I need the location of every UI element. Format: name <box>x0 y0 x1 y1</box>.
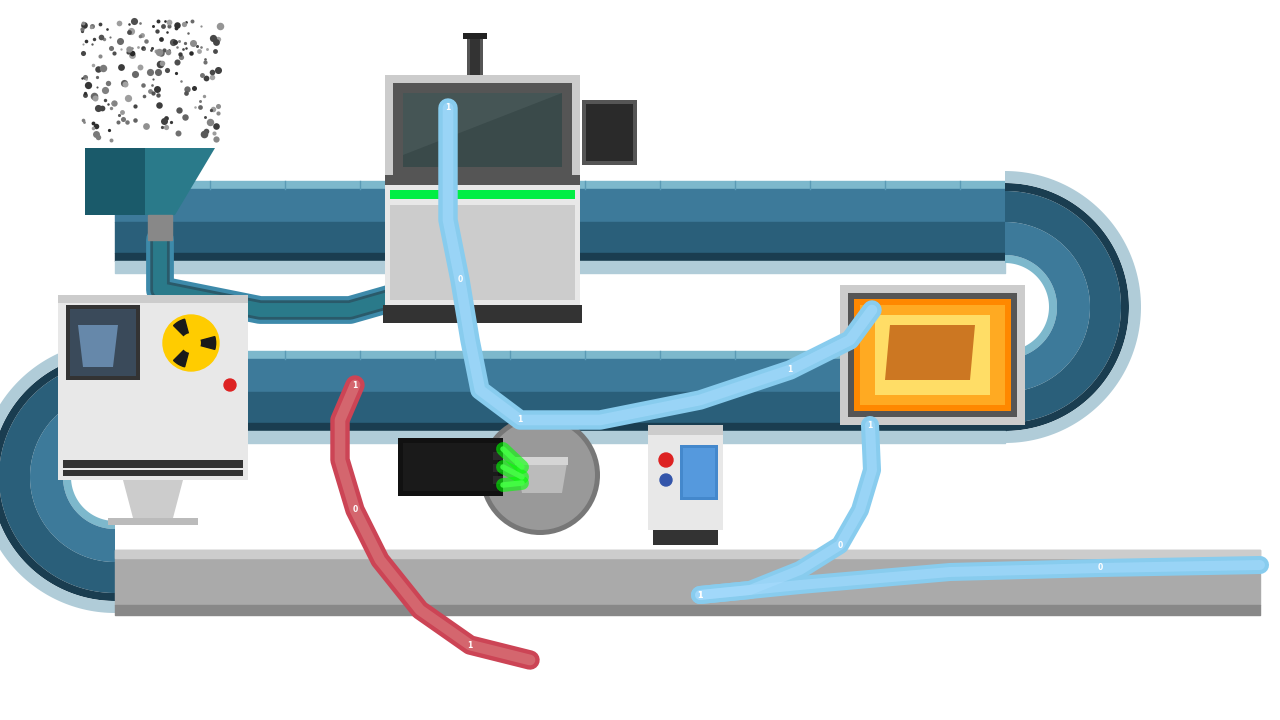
Polygon shape <box>148 215 172 240</box>
Circle shape <box>186 338 197 348</box>
Polygon shape <box>0 361 115 593</box>
Circle shape <box>525 460 556 490</box>
Circle shape <box>660 474 672 486</box>
Polygon shape <box>493 464 503 472</box>
Polygon shape <box>493 476 503 484</box>
Polygon shape <box>70 309 136 376</box>
Circle shape <box>224 379 236 391</box>
Polygon shape <box>470 39 480 75</box>
Text: 0: 0 <box>837 541 842 549</box>
Polygon shape <box>463 33 486 39</box>
Polygon shape <box>385 75 580 175</box>
Polygon shape <box>586 104 634 161</box>
Polygon shape <box>1005 171 1140 443</box>
Circle shape <box>485 420 595 530</box>
Polygon shape <box>84 148 215 215</box>
Polygon shape <box>63 460 243 468</box>
Polygon shape <box>860 305 1005 405</box>
Text: 1: 1 <box>698 590 703 600</box>
Polygon shape <box>58 295 248 480</box>
Polygon shape <box>29 392 115 562</box>
Polygon shape <box>1005 183 1129 431</box>
Polygon shape <box>884 325 975 380</box>
Polygon shape <box>393 83 572 175</box>
Polygon shape <box>684 448 716 497</box>
Polygon shape <box>58 295 248 303</box>
Text: 1: 1 <box>868 420 873 430</box>
Polygon shape <box>84 148 145 215</box>
Wedge shape <box>174 319 188 336</box>
Polygon shape <box>1005 222 1091 392</box>
Polygon shape <box>515 457 568 465</box>
Circle shape <box>163 315 219 371</box>
Circle shape <box>659 453 673 467</box>
Text: 1: 1 <box>445 104 451 112</box>
Polygon shape <box>63 470 243 476</box>
Polygon shape <box>0 341 115 613</box>
Polygon shape <box>648 425 723 530</box>
Text: 1: 1 <box>467 641 472 649</box>
Polygon shape <box>383 305 582 323</box>
Text: 0: 0 <box>457 276 462 284</box>
Polygon shape <box>653 530 718 545</box>
Polygon shape <box>493 452 503 460</box>
Wedge shape <box>201 337 215 349</box>
Polygon shape <box>385 199 580 305</box>
Polygon shape <box>0 353 115 601</box>
Polygon shape <box>78 325 118 367</box>
Polygon shape <box>385 175 580 305</box>
Circle shape <box>480 415 600 535</box>
Text: 0: 0 <box>1097 564 1102 572</box>
Polygon shape <box>876 315 989 395</box>
Polygon shape <box>390 205 575 300</box>
Polygon shape <box>123 480 183 518</box>
Polygon shape <box>648 425 723 435</box>
Polygon shape <box>403 93 562 167</box>
Polygon shape <box>1005 191 1121 423</box>
Wedge shape <box>174 351 188 366</box>
Polygon shape <box>680 445 718 500</box>
Polygon shape <box>63 425 115 529</box>
Polygon shape <box>403 443 498 491</box>
Polygon shape <box>849 293 1018 417</box>
Text: 1: 1 <box>787 366 792 374</box>
Polygon shape <box>582 100 637 165</box>
Polygon shape <box>840 285 1025 425</box>
Polygon shape <box>1005 255 1057 359</box>
Polygon shape <box>390 190 575 199</box>
Polygon shape <box>854 299 1011 411</box>
Polygon shape <box>385 175 580 185</box>
Text: 1: 1 <box>698 590 703 600</box>
Polygon shape <box>467 35 483 75</box>
Text: 1: 1 <box>517 415 522 425</box>
Polygon shape <box>398 438 503 496</box>
Polygon shape <box>67 305 140 380</box>
Text: 0: 0 <box>352 505 357 515</box>
Polygon shape <box>108 518 198 525</box>
Polygon shape <box>515 457 568 493</box>
Polygon shape <box>403 93 562 155</box>
Text: 1: 1 <box>352 380 357 390</box>
